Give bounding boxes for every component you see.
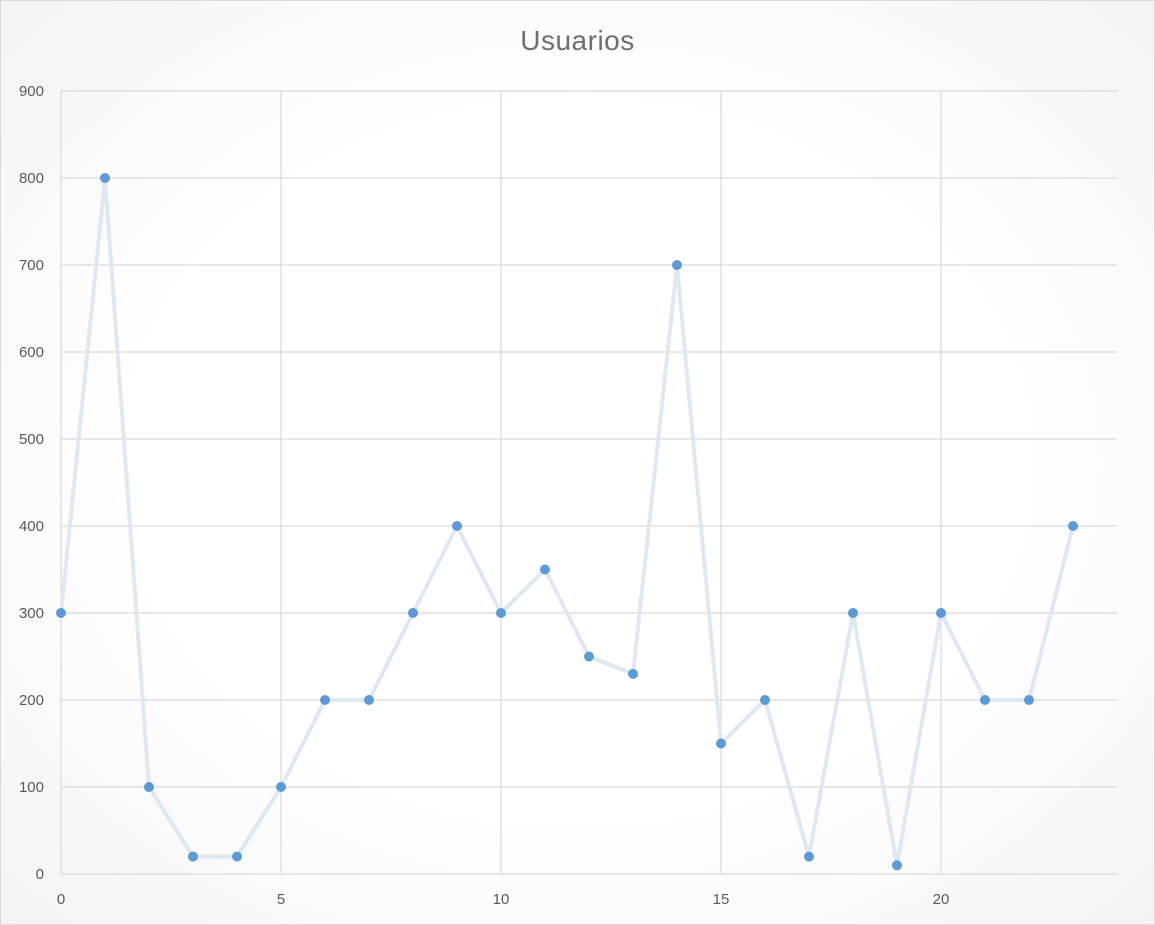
data-point — [980, 695, 990, 705]
gridlines — [60, 90, 1117, 875]
y-axis-labels: 0 100 200 300 400 500 600 700 800 900 — [19, 83, 44, 883]
x-tick-label: 20 — [933, 891, 950, 908]
data-point — [584, 651, 594, 662]
data-point — [100, 173, 110, 183]
y-tick-label: 500 — [19, 431, 44, 448]
y-tick-label: 800 — [19, 170, 44, 187]
data-point — [760, 695, 770, 705]
data-point — [628, 668, 638, 679]
data-point — [364, 695, 374, 705]
data-point — [320, 695, 330, 705]
data-point — [496, 608, 506, 618]
x-tick-label: 0 — [57, 891, 65, 908]
data-point — [232, 851, 242, 862]
y-tick-label: 100 — [19, 779, 44, 796]
data-point — [892, 860, 902, 871]
data-point — [188, 851, 198, 862]
data-point — [848, 608, 858, 618]
data-point — [408, 608, 418, 618]
data-point — [276, 782, 286, 792]
y-tick-label: 900 — [19, 83, 44, 100]
data-point — [144, 782, 154, 792]
data-point — [1024, 695, 1034, 705]
x-tick-label: 5 — [277, 891, 285, 908]
x-axis-labels: 0 5 10 15 20 — [57, 891, 950, 908]
y-tick-label: 600 — [19, 344, 44, 361]
y-tick-label: 300 — [19, 605, 44, 622]
data-point — [672, 260, 682, 270]
data-point — [804, 851, 814, 862]
data-point — [540, 564, 550, 575]
data-point — [56, 608, 66, 618]
chart-title: Usuarios — [520, 25, 635, 56]
y-tick-label: 200 — [19, 692, 44, 709]
x-tick-label: 10 — [493, 891, 510, 908]
y-tick-label: 0 — [36, 866, 44, 883]
y-tick-label: 700 — [19, 257, 44, 274]
data-point — [716, 738, 726, 749]
x-tick-label: 15 — [713, 891, 730, 908]
series-line — [59, 176, 1075, 868]
data-point — [936, 608, 946, 618]
y-tick-label: 400 — [19, 518, 44, 535]
data-point — [452, 521, 462, 531]
data-point — [1068, 521, 1078, 531]
series — [56, 173, 1078, 871]
